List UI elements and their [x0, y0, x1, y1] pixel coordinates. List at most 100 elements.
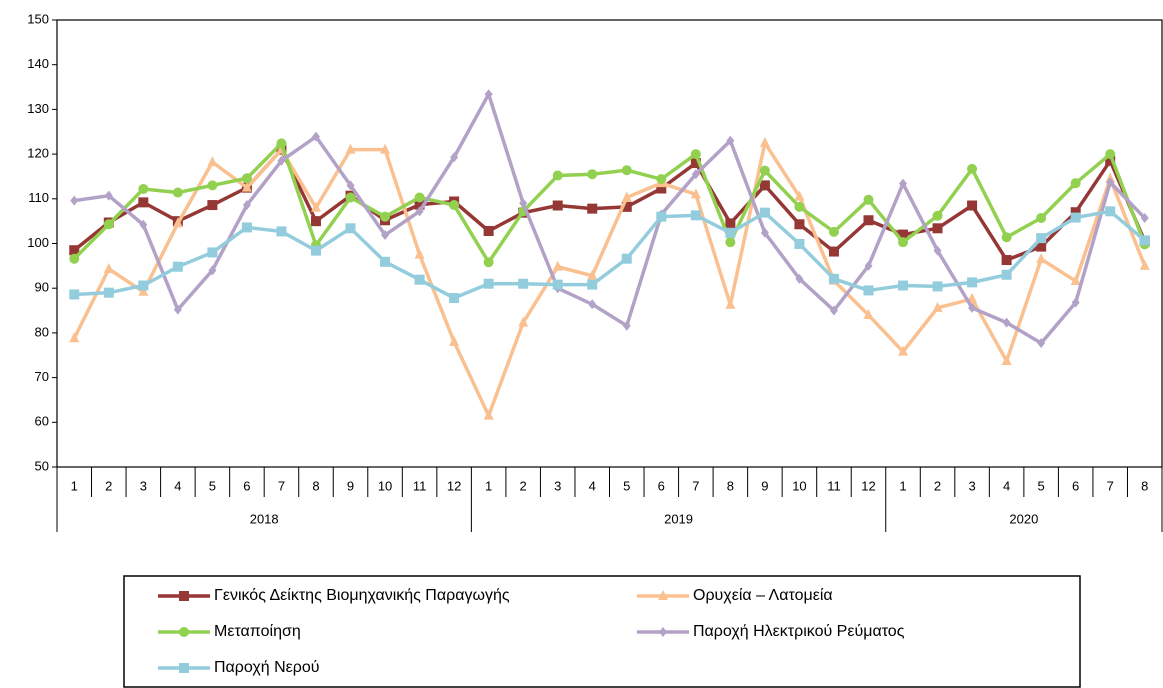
year-label: 2018 — [250, 511, 279, 526]
x-tick-label: 8 — [312, 478, 319, 493]
data-point — [898, 280, 909, 291]
data-point — [208, 265, 217, 276]
x-tick-label: 6 — [243, 478, 250, 493]
series-line — [74, 92, 1146, 345]
data-point — [380, 143, 391, 154]
data-point — [69, 245, 80, 256]
data-point — [690, 188, 701, 199]
data-point — [1001, 269, 1012, 280]
data-point — [587, 269, 598, 280]
data-point — [345, 192, 356, 203]
x-tick-label: 3 — [968, 478, 975, 493]
x-tick-label: 3 — [140, 478, 147, 493]
data-point — [1105, 206, 1116, 217]
x-tick-label: 12 — [861, 478, 875, 493]
data-point — [828, 246, 839, 257]
x-tick-label: 4 — [174, 478, 181, 493]
data-point — [725, 298, 736, 309]
x-tick-label: 10 — [792, 478, 806, 493]
y-tick-label: 130 — [27, 101, 49, 116]
data-point — [1001, 232, 1012, 243]
data-point — [172, 261, 183, 272]
data-point — [1001, 355, 1012, 366]
data-point — [483, 225, 494, 236]
data-point — [794, 190, 805, 201]
data-point — [726, 135, 735, 146]
data-point — [241, 181, 252, 192]
data-point — [759, 165, 770, 176]
x-tick-label: 10 — [378, 478, 392, 493]
data-point — [656, 183, 667, 194]
series-line — [74, 209, 1146, 300]
data-point — [967, 200, 978, 211]
data-point — [794, 238, 805, 249]
data-point — [139, 219, 148, 230]
data-point — [656, 211, 667, 222]
legend-label: Μεταποίηση — [214, 623, 301, 640]
data-point — [1036, 213, 1047, 224]
data-point — [241, 222, 252, 233]
data-point — [794, 201, 805, 212]
x-tick-label: 4 — [1003, 478, 1010, 493]
data-point — [690, 210, 701, 221]
x-tick-label: 12 — [447, 478, 461, 493]
data-point — [621, 191, 632, 202]
data-point — [932, 210, 943, 221]
data-point — [1106, 177, 1115, 188]
data-point — [414, 199, 425, 210]
data-point — [690, 149, 701, 160]
y-tick-label: 70 — [35, 369, 49, 384]
data-point — [587, 279, 598, 290]
data-point — [1001, 255, 1012, 266]
data-point — [449, 335, 460, 346]
data-point — [483, 278, 494, 289]
data-point — [104, 190, 113, 201]
data-point — [863, 285, 874, 296]
x-tick-label: 5 — [1038, 478, 1045, 493]
year-label: 2020 — [1009, 511, 1038, 526]
x-tick-label: 5 — [209, 478, 216, 493]
data-point — [242, 200, 251, 211]
data-point — [656, 174, 667, 185]
x-tick-label: 9 — [761, 478, 768, 493]
year-label: 2019 — [664, 511, 693, 526]
data-point — [725, 227, 736, 238]
data-point — [483, 257, 494, 268]
y-tick-label: 150 — [27, 11, 49, 26]
data-point — [483, 409, 494, 420]
data-point — [1070, 178, 1081, 189]
data-point — [1140, 213, 1149, 224]
data-point — [1139, 235, 1150, 246]
series-line — [73, 147, 1147, 262]
series-line — [73, 141, 1147, 265]
data-point — [587, 169, 598, 180]
data-point — [932, 281, 943, 292]
data-point — [484, 89, 493, 100]
data-point — [138, 280, 149, 291]
y-tick-label: 110 — [28, 190, 49, 205]
data-point — [691, 169, 700, 180]
data-point — [932, 223, 943, 234]
x-tick-label: 7 — [1107, 478, 1114, 493]
x-tick-label: 2 — [520, 478, 527, 493]
x-tick-label: 2 — [105, 478, 112, 493]
x-tick-label: 8 — [727, 478, 734, 493]
x-tick-label: 1 — [71, 478, 78, 493]
data-point — [345, 143, 356, 154]
data-point — [967, 277, 978, 288]
data-point — [311, 131, 320, 142]
data-point — [276, 226, 287, 237]
data-point — [760, 227, 769, 238]
legend-label: Παροχή Ηλεκτρικού Ρεύματος — [693, 623, 905, 640]
data-point — [69, 332, 80, 343]
data-point — [552, 279, 563, 290]
x-tick-label: 1 — [899, 478, 906, 493]
data-point — [173, 304, 182, 315]
data-point — [277, 155, 286, 166]
data-point — [1036, 253, 1047, 264]
data-point — [380, 256, 391, 267]
x-tick-label: 3 — [554, 478, 561, 493]
legend-marker — [179, 663, 189, 673]
data-point — [69, 253, 80, 264]
